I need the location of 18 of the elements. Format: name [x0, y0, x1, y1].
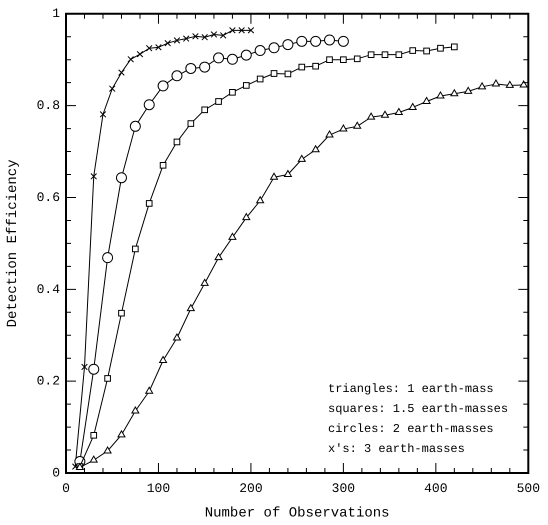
y-tick-label: 0.2 [36, 374, 60, 389]
y-tick-label: 0.8 [36, 98, 60, 114]
annotation: x's: 3 earth-masses [328, 442, 465, 456]
y-tick-label: 0.4 [36, 282, 60, 297]
x-tick-label: 200 [239, 481, 263, 496]
x-tick-label: 500 [516, 481, 540, 496]
annotation: triangles: 1 earth-mass [328, 382, 494, 396]
annotation: squares: 1.5 earth-masses [328, 402, 508, 416]
x-tick-label: 400 [424, 481, 448, 496]
x-axis-title: Number of Observations [204, 505, 390, 522]
x-tick-label: 300 [332, 481, 356, 496]
y-tick-label: 0.6 [36, 190, 60, 205]
y-tick-label: 0 [52, 465, 60, 480]
y-axis-title: Detection Efficiency [5, 159, 22, 328]
annotation: circles: 2 earth-masses [328, 422, 494, 436]
y-tick-label: 1 [52, 6, 60, 22]
x-tick-label: 100 [146, 481, 170, 496]
x-tick-label: 0 [62, 481, 70, 496]
